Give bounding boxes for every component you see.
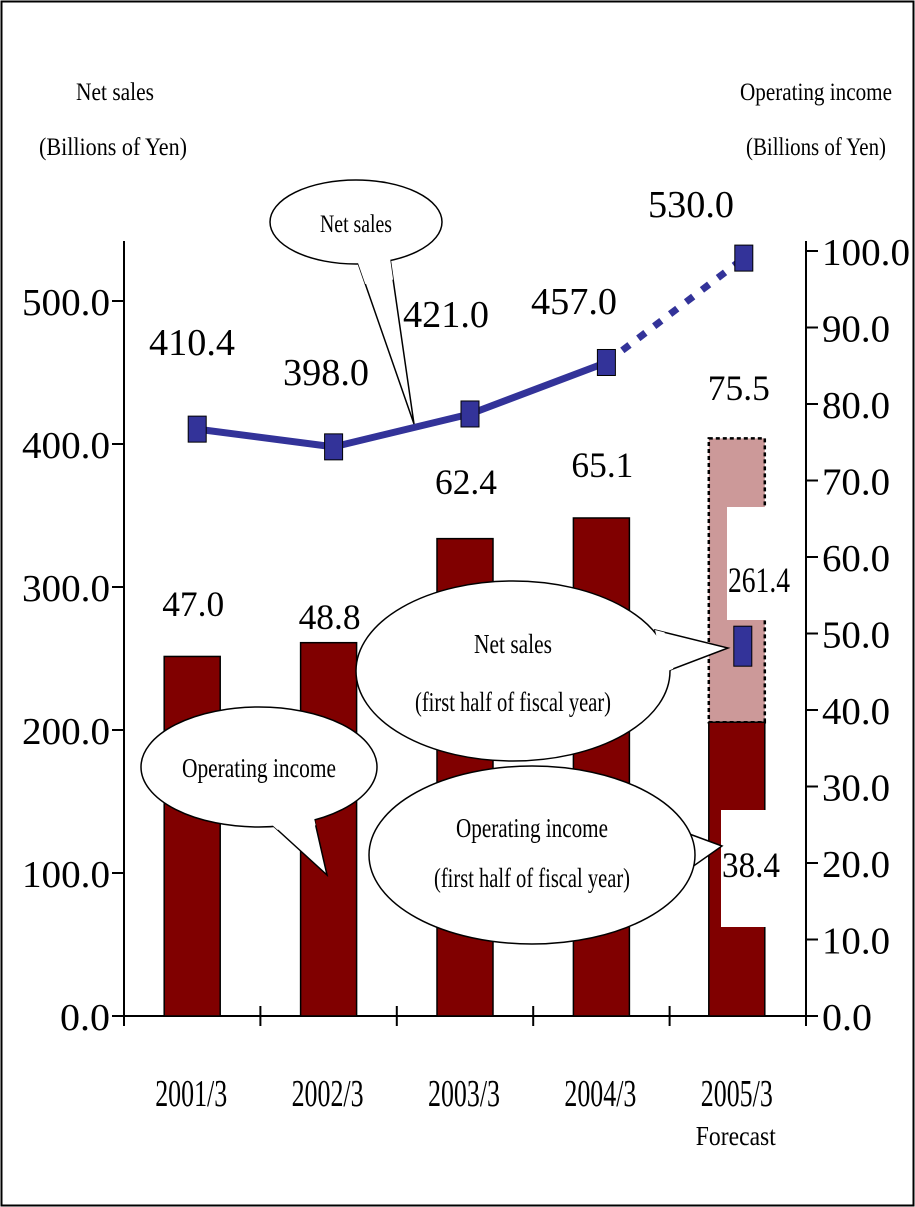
right-axis-tick-label: 0.0 [822,997,872,1039]
x-axis-category-label: 2002/3 [292,1073,364,1115]
operating-income-first-half-callout [368,765,724,945]
right-axis-tick-label: 90.0 [822,309,890,351]
right-axis-title-line1: Operating income [740,79,892,106]
left-axis-title-line2: (Billions of Yen) [39,134,187,161]
right-axis-tick-label: 10.0 [822,921,890,963]
net-sales-callout-seam [358,258,394,284]
operating-income-value-label: 48.8 [299,597,361,637]
operating-income-value-label: 65.1 [571,445,633,485]
left-axis-tick-label: 400.0 [22,425,110,467]
left-axis-tick-label: 300.0 [22,568,110,610]
label-backdrop [721,810,770,927]
right-axis-title-line2: (Billions of Yen) [746,134,886,161]
net-sales-marker [187,415,207,443]
data-labels-group: 47.0 48.8 62.4 65.1 75.5 410.4 398.0 421.0 457.0… [149,184,790,885]
operating-income-first-half-callout-line2: (first half of fiscal year) [434,863,630,893]
left-axis-tick-label: 0.0 [60,997,110,1039]
left-axis-tick-label: 500.0 [22,282,110,324]
right-axis-tick-label: 20.0 [822,844,890,886]
net-sales-marker [324,433,344,461]
right-axis-tick-label: 70.0 [822,462,890,504]
net-sales-value-label: 410.4 [149,322,235,364]
x-axis-category-label: 2003/3 [428,1073,500,1115]
right-axis-tick-label: 80.0 [822,385,890,427]
x-axis-category-label: 2004/3 [564,1073,636,1115]
net-sales-first-half-label: 261.4 [728,560,790,600]
net-sales-first-half-callout-line2: (first half of fiscal year) [415,687,611,717]
chart-axes: 0.0 100.0 200.0 300.0 400.0 500.0 0.0 10.0 20.0 3… [22,232,910,1151]
operating-income-callout-seam [270,818,316,830]
net-sales-marker [734,244,754,272]
right-axis-tick-label: 100.0 [822,232,910,274]
x-axis-category-label: 2001/3 [155,1073,227,1115]
operating-income-callout-text: Operating income [182,753,336,783]
right-axis-tick-label: 50.0 [822,615,890,657]
net-sales-callout [269,179,443,425]
net-sales-value-label: 398.0 [283,352,369,394]
left-axis-title-line1: Net sales [76,79,154,106]
x-axis-category-sublabel: Forecast [696,1121,776,1151]
label-backdrop [727,507,775,620]
net-sales-first-half-callout [355,580,731,762]
operating-income-callout-ellipse [140,706,378,828]
left-axis-tick-label: 100.0 [22,854,110,896]
net-sales-value-label: 530.0 [648,184,734,226]
operating-income-value-label: 62.4 [435,462,497,502]
operating-income-first-half-callout-line1: Operating income [456,813,608,843]
net-sales-first-half-callout-line1: Net sales [474,629,552,659]
operating-income-bar [163,655,221,1017]
net-sales-first-half-callout-seam [655,630,674,672]
right-axis-tick-label: 30.0 [822,768,890,810]
callouts-group: Net sales Operating income Net sales (first… [140,179,731,945]
line-series-group [187,244,754,667]
net-sales-callout-text: Net sales [320,211,392,238]
net-sales-forecast-line [604,255,746,366]
right-axis-tick-label: 60.0 [822,538,890,580]
net-sales-first-half-callout-ellipse [355,580,671,762]
operating-income-first-half-callout-ellipse [368,765,696,945]
left-axis-tick-label: 200.0 [22,711,110,753]
net-sales-callout-ellipse [269,179,443,265]
x-axis-category-label: 2005/3 [701,1073,773,1115]
net-sales-value-label: 457.0 [531,281,617,323]
net-sales-marker [460,400,480,428]
operating-income-value-label: 75.5 [708,368,770,408]
operating-income-first-half-label: 38.4 [722,845,780,885]
operating-income-callout [140,706,378,878]
net-sales-value-label: 421.0 [403,294,489,336]
operating-income-first-half-callout-seam [684,832,690,872]
operating-income-value-label: 47.0 [162,584,224,624]
net-sales-marker [596,348,616,376]
right-axis-tick-label: 40.0 [822,691,890,733]
net-sales-first-half-marker [733,625,753,667]
net-sales-line [196,359,608,451]
